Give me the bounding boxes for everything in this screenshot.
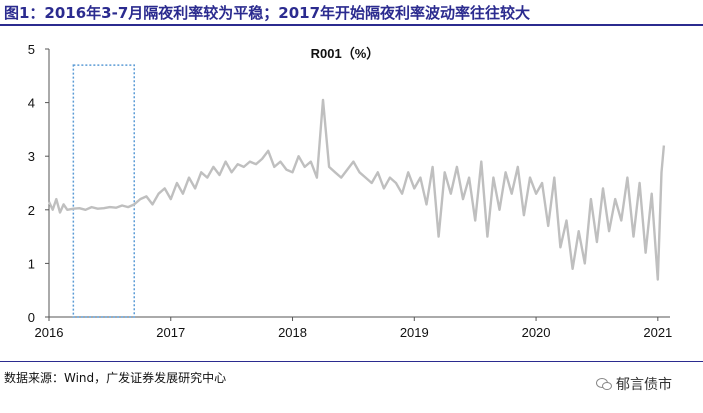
x-tick-label: 2019 — [400, 325, 429, 340]
title-rule — [0, 24, 703, 26]
y-tick-label: 3 — [28, 149, 35, 164]
x-tick-label: 2016 — [35, 325, 64, 340]
y-tick-label: 4 — [28, 96, 35, 111]
wechat-icon — [596, 378, 612, 390]
highlight-box — [72, 64, 135, 318]
y-tick-label: 2 — [28, 203, 35, 218]
data-source: 数据来源：Wind，广发证券发展研究中心 — [4, 371, 227, 385]
r001-line-chart: 0 1 2 3 4 5 2016 2017 2018 2019 2020 2021 R001（%） — [28, 42, 673, 340]
y-tick-label: 0 — [28, 310, 35, 325]
x-tick-label: 2020 — [522, 325, 551, 340]
watermark-text: 郁言债市 — [616, 377, 672, 393]
series-line-r001 — [47, 98, 666, 281]
x-tick-label: 2017 — [156, 325, 185, 340]
watermark: 郁言债市 — [596, 374, 672, 394]
y-tick-label: 1 — [28, 256, 35, 271]
y-tick-label: 5 — [28, 42, 35, 57]
x-tick-label: 2021 — [643, 325, 672, 340]
figure-title: 图1：2016年3-7月隔夜利率较为平稳；2017年开始隔夜利率波动率往往较大 — [4, 4, 531, 22]
chart-title: R001（%） — [311, 46, 380, 61]
x-tick-label: 2018 — [278, 325, 307, 340]
footer-rule — [0, 361, 703, 362]
